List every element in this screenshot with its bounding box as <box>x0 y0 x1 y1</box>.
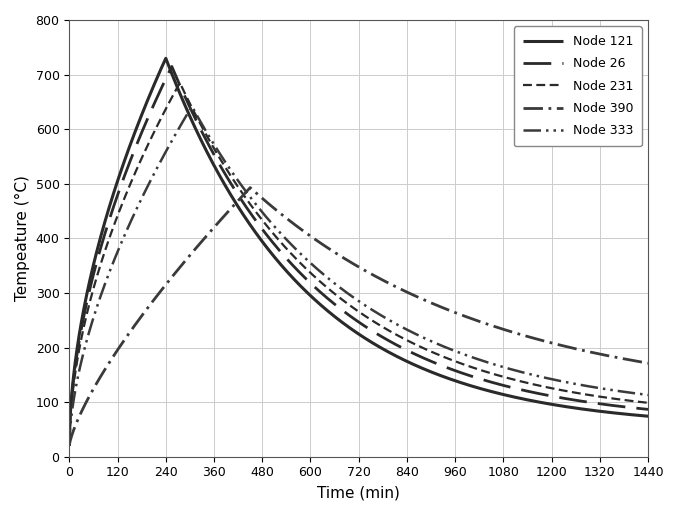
Node 231 <box>633 399 641 405</box>
Node 231 <box>644 400 653 406</box>
Line: Node 231: Node 231 <box>69 83 648 446</box>
Node 333 <box>312 265 320 271</box>
Node 390 <box>644 360 653 366</box>
Node 121 <box>312 298 320 304</box>
Line: Node 26: Node 26 <box>69 66 648 446</box>
Node 333 <box>570 381 579 387</box>
Node 333 <box>166 142 174 148</box>
Node 231 <box>570 389 579 396</box>
Node 390 <box>246 184 254 191</box>
Node 26 <box>312 286 320 292</box>
Node 231 <box>176 80 184 86</box>
Node 390 <box>166 277 174 283</box>
Node 121 <box>570 405 579 411</box>
Node 333 <box>188 103 196 109</box>
Line: Node 333: Node 333 <box>69 106 648 446</box>
Node 231 <box>65 443 73 449</box>
Node 121 <box>65 443 73 449</box>
Node 26 <box>65 443 73 449</box>
Node 390 <box>633 358 641 364</box>
Legend: Node 121, Node 26, Node 231, Node 390, Node 333: Node 121, Node 26, Node 231, Node 390, N… <box>514 26 642 146</box>
Node 231 <box>131 169 139 176</box>
Node 26 <box>287 261 295 267</box>
Node 231 <box>287 251 295 257</box>
Node 121 <box>644 413 653 419</box>
Node 231 <box>312 276 320 282</box>
Node 121 <box>166 66 174 72</box>
Line: Node 390: Node 390 <box>69 187 648 446</box>
Node 26 <box>168 63 176 70</box>
Node 390 <box>312 237 320 244</box>
Line: Node 121: Node 121 <box>69 58 648 446</box>
Node 26 <box>644 406 653 413</box>
Node 390 <box>65 443 73 449</box>
Node 121 <box>287 273 295 280</box>
Node 333 <box>644 392 653 398</box>
Node 333 <box>633 390 641 397</box>
Node 390 <box>131 321 139 328</box>
Node 333 <box>65 443 73 449</box>
Node 390 <box>570 346 579 352</box>
Node 121 <box>131 128 139 134</box>
Node 26 <box>633 405 641 411</box>
Node 26 <box>166 67 174 74</box>
Node 26 <box>131 145 139 151</box>
Node 333 <box>287 242 295 248</box>
Node 390 <box>287 219 295 225</box>
X-axis label: Time (min): Time (min) <box>317 485 400 500</box>
Node 231 <box>166 98 174 105</box>
Node 26 <box>570 397 579 403</box>
Y-axis label: Tempeature (°C): Tempeature (°C) <box>15 176 30 301</box>
Node 333 <box>131 209 139 215</box>
Node 121 <box>633 412 641 418</box>
Node 121 <box>162 55 170 61</box>
